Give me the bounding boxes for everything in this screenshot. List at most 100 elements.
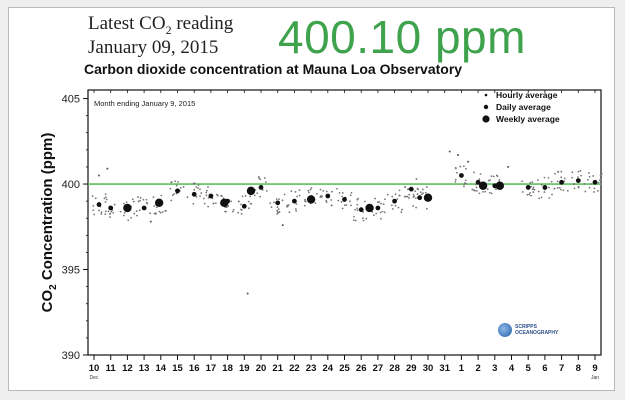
y-tick-label: 400 bbox=[62, 179, 80, 191]
x-tick-label: 25 bbox=[339, 363, 350, 374]
hourly-point bbox=[417, 188, 419, 191]
hourly-point bbox=[319, 195, 322, 197]
hourly-point bbox=[386, 193, 389, 196]
hourly-point bbox=[212, 202, 215, 205]
hourly-point bbox=[492, 175, 495, 178]
daily-point bbox=[258, 185, 264, 190]
hourly-point bbox=[538, 197, 541, 200]
hourly-point bbox=[592, 175, 595, 177]
hourly-point bbox=[421, 188, 424, 191]
logo-line-1: SCRIPPS bbox=[515, 324, 537, 330]
hourly-point bbox=[145, 198, 148, 201]
hourly-point bbox=[498, 178, 501, 181]
hourly-point bbox=[288, 211, 291, 214]
x-tick-label: 26 bbox=[356, 363, 367, 374]
hourly-point bbox=[467, 160, 470, 163]
hourly-point bbox=[174, 180, 176, 183]
hourly-point bbox=[104, 210, 107, 213]
hourly-point bbox=[195, 186, 198, 188]
hourly-point bbox=[160, 194, 163, 197]
hourly-point bbox=[408, 193, 411, 196]
x-tick-label: 28 bbox=[389, 363, 400, 374]
hourly-point bbox=[197, 184, 200, 186]
hourly-point bbox=[153, 205, 156, 207]
hourly-point bbox=[241, 195, 244, 198]
hourly-point bbox=[372, 214, 375, 217]
x-tick-label: 7 bbox=[559, 363, 564, 374]
hourly-point bbox=[380, 202, 382, 205]
hourly-point bbox=[232, 209, 235, 211]
hourly-point bbox=[92, 209, 95, 212]
hourly-point bbox=[250, 202, 253, 205]
hourly-point bbox=[330, 204, 333, 207]
x-tick-label: 14 bbox=[156, 363, 167, 374]
hourly-point bbox=[478, 192, 481, 195]
hourly-point bbox=[237, 200, 240, 203]
weekly-point bbox=[154, 198, 164, 208]
hourly-point bbox=[122, 214, 125, 217]
hourly-point bbox=[98, 209, 100, 212]
hourly-point bbox=[566, 189, 569, 192]
x-tick-label: 5 bbox=[526, 363, 532, 374]
hourly-point bbox=[298, 189, 301, 192]
hourly-point bbox=[205, 189, 208, 192]
daily-point bbox=[592, 179, 598, 185]
hourly-point bbox=[91, 195, 94, 198]
hourly-point bbox=[337, 199, 340, 202]
hourly-point bbox=[308, 191, 310, 194]
hourly-point bbox=[600, 173, 603, 175]
hourly-point bbox=[484, 190, 487, 193]
hourly-point bbox=[530, 194, 532, 197]
x-tick-label: 1 bbox=[459, 363, 465, 374]
hourly-point bbox=[593, 187, 596, 190]
legend-marker bbox=[484, 93, 488, 97]
hourly-point bbox=[215, 193, 218, 196]
hourly-point bbox=[127, 219, 130, 222]
hourly-point bbox=[463, 182, 466, 184]
hourly-point bbox=[169, 187, 172, 190]
hourly-point bbox=[221, 195, 223, 197]
hourly-point bbox=[123, 202, 125, 205]
x-tick-label: 9 bbox=[592, 363, 597, 374]
hourly-point bbox=[331, 190, 333, 193]
hourly-point bbox=[597, 181, 600, 184]
daily-point bbox=[141, 205, 147, 211]
hourly-point bbox=[507, 165, 510, 168]
hourly-point bbox=[532, 188, 534, 191]
hourly-point bbox=[340, 201, 343, 203]
hourly-point bbox=[192, 202, 195, 205]
daily-point bbox=[559, 179, 564, 185]
hourly-point bbox=[186, 196, 189, 199]
hourly-point bbox=[240, 212, 243, 215]
hourly-point bbox=[401, 208, 403, 211]
x-tick-label: 21 bbox=[272, 363, 283, 374]
hourly-point bbox=[270, 206, 273, 209]
hourly-point bbox=[529, 192, 531, 194]
hourly-point bbox=[192, 182, 195, 185]
hourly-point bbox=[247, 200, 250, 203]
hourly-point bbox=[559, 188, 562, 191]
hourly-point bbox=[383, 211, 386, 214]
hourly-point bbox=[382, 203, 385, 206]
month-label: Dec bbox=[90, 375, 99, 381]
hourly-point bbox=[587, 178, 589, 181]
hourly-point bbox=[560, 170, 563, 173]
hourly-point bbox=[295, 209, 298, 212]
hourly-point bbox=[341, 195, 344, 198]
hourly-point bbox=[571, 171, 574, 174]
hourly-point bbox=[298, 194, 301, 197]
hourly-point bbox=[356, 203, 359, 206]
hourly-point bbox=[384, 198, 386, 201]
hourly-point bbox=[304, 198, 307, 201]
hourly-point bbox=[138, 209, 141, 212]
hourly-point bbox=[98, 174, 101, 177]
hourly-point bbox=[573, 187, 576, 190]
hourly-point bbox=[472, 189, 475, 192]
weekly-point bbox=[123, 203, 132, 213]
daily-point bbox=[475, 179, 481, 185]
hourly-point bbox=[554, 172, 556, 175]
x-tick-label: 20 bbox=[256, 363, 267, 374]
hourly-point bbox=[352, 219, 355, 222]
hourly-point bbox=[265, 190, 268, 192]
x-tick-label: 29 bbox=[406, 363, 417, 374]
